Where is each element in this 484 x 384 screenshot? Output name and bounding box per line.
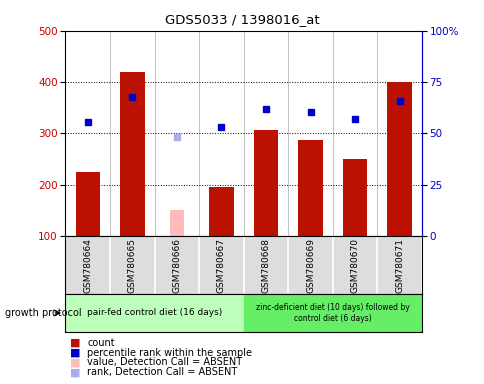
Text: GDS5033 / 1398016_at: GDS5033 / 1398016_at — [165, 13, 319, 26]
Text: GSM780670: GSM780670 — [350, 238, 359, 293]
Text: ■: ■ — [70, 367, 81, 377]
Bar — [243, 294, 421, 332]
Text: GSM780664: GSM780664 — [83, 238, 92, 293]
Bar — [387, 82, 411, 236]
Bar — [65, 294, 243, 332]
Text: ■: ■ — [70, 358, 81, 367]
Text: GSM780669: GSM780669 — [305, 238, 315, 293]
Bar — [170, 210, 183, 236]
Text: zinc-deficient diet (10 days) followed by
control diet (6 days): zinc-deficient diet (10 days) followed b… — [256, 303, 409, 323]
Bar — [298, 140, 322, 236]
Text: value, Detection Call = ABSENT: value, Detection Call = ABSENT — [87, 358, 242, 367]
Text: ■: ■ — [70, 338, 81, 348]
Text: pair-fed control diet (16 days): pair-fed control diet (16 days) — [87, 308, 222, 318]
Text: rank, Detection Call = ABSENT: rank, Detection Call = ABSENT — [87, 367, 237, 377]
Bar — [209, 187, 233, 236]
Bar — [342, 159, 366, 236]
Text: GSM780665: GSM780665 — [128, 238, 136, 293]
Text: ■: ■ — [70, 348, 81, 358]
Text: growth protocol: growth protocol — [5, 308, 81, 318]
Text: GSM780668: GSM780668 — [261, 238, 270, 293]
Bar — [120, 72, 144, 236]
Bar — [76, 172, 100, 236]
Text: GSM780667: GSM780667 — [216, 238, 226, 293]
Bar — [253, 130, 278, 236]
Text: count: count — [87, 338, 115, 348]
Text: GSM780666: GSM780666 — [172, 238, 181, 293]
Text: GSM780671: GSM780671 — [394, 238, 403, 293]
Text: percentile rank within the sample: percentile rank within the sample — [87, 348, 252, 358]
